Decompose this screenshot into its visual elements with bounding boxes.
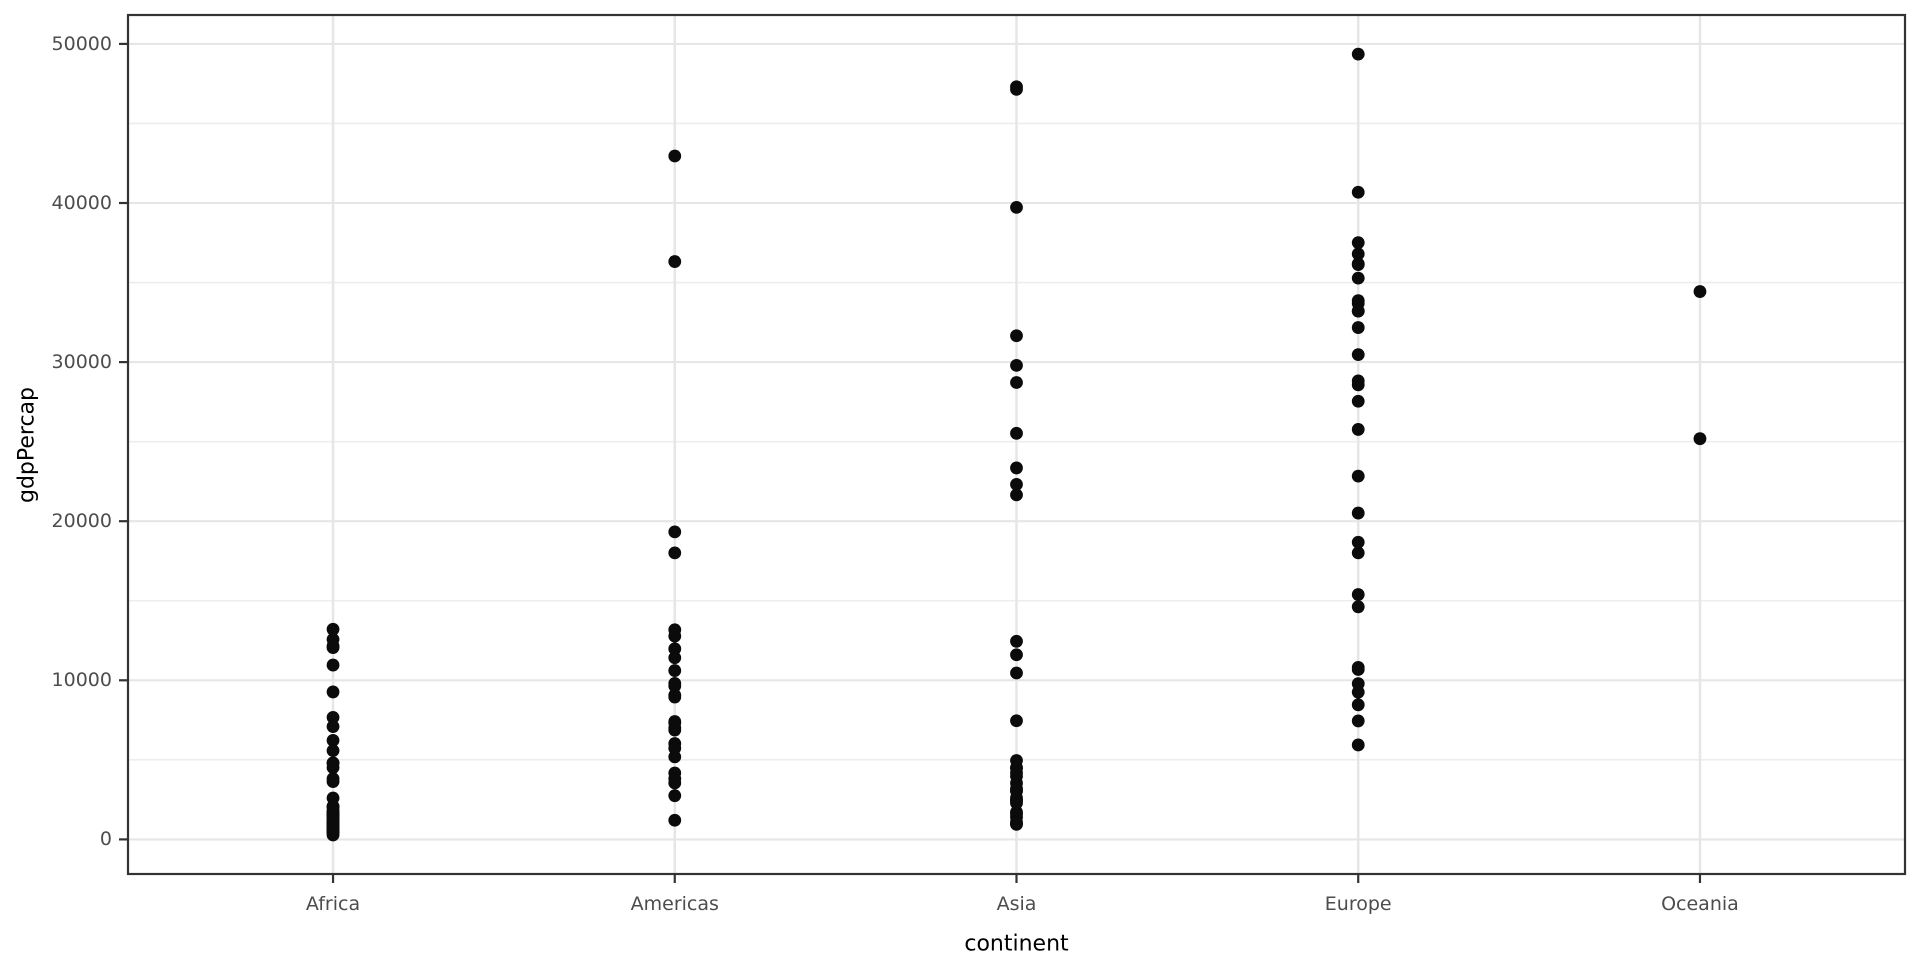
data-point	[668, 546, 682, 560]
x-tick-label: Europe	[1324, 893, 1392, 915]
data-point	[1351, 738, 1365, 752]
x-tick-label: Asia	[996, 893, 1037, 915]
data-point	[326, 685, 340, 699]
data-point	[668, 676, 682, 690]
data-point	[1010, 477, 1023, 491]
data-point	[326, 761, 340, 774]
data-point	[668, 255, 682, 268]
data-point	[668, 766, 682, 780]
y-tick-label: 50000	[51, 32, 112, 55]
data-point	[326, 658, 340, 672]
data-point	[1010, 766, 1023, 780]
data-point	[326, 812, 340, 826]
data-point	[1351, 348, 1365, 362]
data-point	[1351, 394, 1365, 408]
data-point	[1010, 815, 1023, 829]
data-point	[326, 720, 340, 733]
x-tick-label: Americas	[630, 893, 719, 915]
data-point	[668, 690, 682, 704]
data-point	[1351, 600, 1365, 614]
data-point	[1010, 784, 1023, 798]
data-point	[1351, 506, 1365, 520]
data-point	[1010, 426, 1023, 440]
y-tick-label: 40000	[51, 192, 112, 214]
data-point	[1010, 648, 1023, 662]
data-point	[668, 750, 682, 764]
data-point	[326, 772, 340, 786]
data-point	[1010, 488, 1023, 502]
data-point	[326, 710, 340, 724]
data-point	[668, 813, 682, 827]
data-point	[1351, 714, 1365, 728]
data-point	[1010, 329, 1023, 343]
data-point	[1010, 358, 1023, 372]
data-point	[1010, 376, 1023, 389]
data-point	[1010, 666, 1023, 680]
data-point	[1351, 294, 1365, 308]
data-point	[1010, 796, 1023, 810]
data-point	[1010, 461, 1023, 475]
y-tick-label: 20000	[51, 510, 112, 533]
data-point	[1351, 304, 1365, 318]
data-point	[1351, 588, 1365, 601]
data-point	[668, 642, 682, 656]
data-point	[1693, 432, 1707, 446]
panel-border	[126, 13, 1907, 876]
data-point	[326, 641, 340, 654]
data-point	[668, 525, 682, 539]
data-point	[668, 789, 682, 803]
data-point	[1351, 185, 1365, 199]
y-tick-label: 0	[99, 828, 112, 851]
data-point	[1351, 236, 1365, 250]
data-point	[668, 664, 682, 677]
data-point	[1010, 714, 1023, 728]
data-point	[1693, 285, 1707, 298]
data-point	[668, 651, 682, 665]
data-point	[1351, 469, 1365, 483]
y-axis-title: gdpPercap	[14, 386, 40, 503]
x-tick-label: Africa	[305, 893, 361, 915]
data-point	[1351, 271, 1365, 285]
data-point	[1010, 634, 1023, 648]
data-point	[1351, 661, 1365, 674]
data-point	[1351, 247, 1365, 261]
data-point	[1351, 535, 1365, 549]
data-point	[326, 744, 340, 758]
data-point	[1351, 698, 1365, 712]
data-point	[668, 776, 682, 790]
data-point	[1351, 374, 1365, 388]
data-point	[1351, 321, 1365, 334]
data-point	[1351, 423, 1365, 436]
data-point	[1351, 546, 1365, 560]
data-point	[326, 791, 340, 805]
data-point	[668, 715, 682, 728]
data-point	[668, 623, 682, 637]
x-axis-title: continent	[964, 931, 1069, 957]
data-point	[1351, 257, 1365, 271]
x-tick-label: Oceania	[1661, 893, 1739, 915]
data-point	[1351, 677, 1365, 691]
data-point	[326, 733, 340, 747]
data-point	[1010, 200, 1023, 214]
data-point	[1351, 47, 1365, 61]
y-tick-label: 10000	[51, 669, 112, 692]
y-tick-label: 30000	[51, 351, 112, 374]
data-point	[1010, 82, 1023, 96]
data-point	[326, 622, 340, 636]
data-point	[668, 149, 682, 163]
data-point	[326, 825, 340, 839]
